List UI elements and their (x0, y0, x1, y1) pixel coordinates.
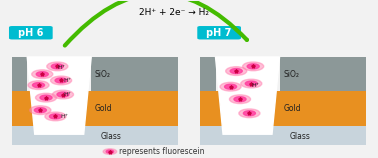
Text: SiO₂: SiO₂ (283, 70, 299, 79)
Circle shape (225, 84, 237, 89)
Circle shape (36, 72, 48, 77)
Circle shape (32, 70, 53, 79)
Bar (12, 126, 178, 145)
Circle shape (106, 150, 114, 153)
Text: H⁺: H⁺ (64, 92, 72, 97)
Polygon shape (27, 57, 91, 134)
Circle shape (51, 64, 64, 69)
Circle shape (34, 108, 46, 113)
Text: 2H⁺ + 2e⁻ → H₂: 2H⁺ + 2e⁻ → H₂ (139, 8, 209, 17)
Circle shape (40, 95, 52, 100)
Text: Gold: Gold (283, 104, 301, 113)
Bar (12, 91, 35, 126)
Text: H⁺: H⁺ (64, 78, 72, 83)
Circle shape (230, 69, 242, 74)
Bar (200, 91, 223, 126)
Circle shape (28, 81, 49, 90)
Polygon shape (215, 57, 280, 134)
Circle shape (50, 114, 62, 119)
Text: H⁺: H⁺ (251, 83, 259, 88)
Text: represents fluorescein: represents fluorescein (119, 147, 205, 156)
Circle shape (226, 67, 247, 75)
FancyBboxPatch shape (9, 26, 53, 40)
Circle shape (243, 111, 256, 116)
Circle shape (36, 93, 57, 102)
Circle shape (103, 149, 117, 154)
Circle shape (45, 112, 66, 121)
Bar (12, 57, 27, 91)
Circle shape (234, 97, 246, 102)
Bar (91, 57, 178, 91)
Bar (200, 57, 215, 91)
Text: H⁺: H⁺ (60, 114, 68, 119)
Circle shape (53, 90, 74, 99)
FancyArrowPatch shape (65, 0, 247, 46)
Circle shape (51, 76, 72, 85)
Text: SiO₂: SiO₂ (95, 70, 111, 79)
Circle shape (220, 82, 241, 91)
Text: Gold: Gold (95, 104, 113, 113)
Bar (84, 91, 178, 126)
Circle shape (47, 62, 68, 71)
Bar (200, 126, 366, 145)
Circle shape (30, 106, 51, 115)
Circle shape (247, 64, 259, 69)
Circle shape (245, 81, 257, 86)
Text: pH 7: pH 7 (206, 28, 232, 38)
Circle shape (55, 78, 67, 83)
Circle shape (33, 83, 45, 88)
Circle shape (229, 95, 251, 104)
Circle shape (239, 109, 260, 118)
Circle shape (243, 62, 264, 71)
Bar (280, 57, 366, 91)
Text: H⁺: H⁺ (57, 65, 65, 70)
Text: Glass: Glass (289, 132, 310, 141)
Circle shape (241, 79, 262, 88)
Bar (272, 91, 366, 126)
Text: pH 6: pH 6 (18, 28, 43, 38)
FancyBboxPatch shape (197, 26, 241, 40)
Circle shape (57, 92, 69, 97)
Text: Glass: Glass (101, 132, 122, 141)
